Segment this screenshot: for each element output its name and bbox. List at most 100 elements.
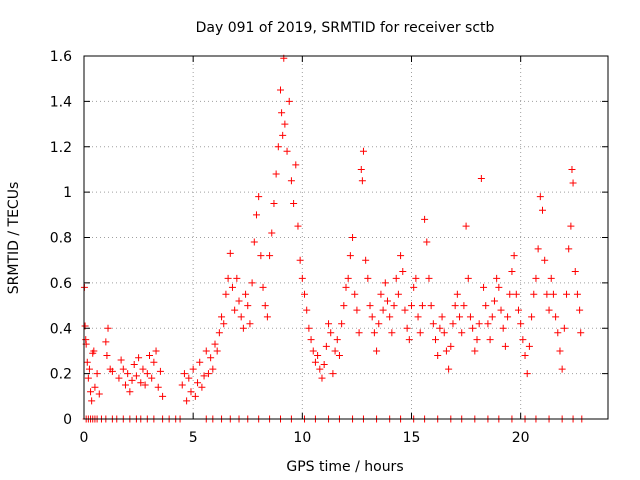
data-point — [539, 206, 546, 214]
data-point — [373, 347, 381, 355]
data-point — [292, 161, 300, 169]
data-point — [266, 252, 274, 260]
data-point — [508, 268, 516, 276]
data-point — [222, 290, 230, 298]
data-point — [429, 320, 437, 328]
data-point — [534, 245, 542, 253]
data-point — [137, 379, 145, 387]
data-point — [108, 367, 116, 375]
y-ticks: 0 0.2 0.4 0.6 0.8 1 1.2 1.4 1.6 — [50, 49, 608, 428]
x-tick-label: 15 — [403, 430, 421, 446]
data-point — [504, 313, 512, 321]
data-point — [103, 351, 111, 359]
y-tick-label: 1.2 — [50, 140, 72, 156]
data-point — [427, 302, 435, 310]
data-point — [573, 290, 581, 298]
data-point — [394, 290, 402, 298]
data-point — [87, 388, 95, 396]
data-point — [381, 279, 389, 287]
data-point — [146, 351, 153, 359]
data-point — [541, 256, 549, 264]
data-point — [567, 222, 575, 230]
data-point — [250, 238, 258, 246]
data-point — [364, 274, 372, 282]
data-point — [309, 347, 317, 355]
data-point — [405, 336, 413, 344]
data-point — [480, 283, 488, 291]
x-tick-label: 10 — [293, 430, 311, 446]
y-tick-label: 0 — [63, 412, 72, 428]
data-point — [148, 374, 156, 382]
data-point — [501, 342, 509, 350]
data-point — [506, 290, 514, 298]
data-point — [436, 324, 444, 332]
data-point — [239, 324, 247, 332]
data-point — [458, 329, 466, 337]
data-point — [528, 313, 536, 321]
data-point — [261, 302, 269, 310]
data-point — [84, 374, 92, 382]
data-point — [270, 199, 278, 207]
data-point — [215, 329, 223, 337]
data-point — [576, 306, 584, 314]
data-point — [342, 283, 350, 291]
data-point — [180, 370, 188, 378]
data-point — [204, 370, 212, 378]
data-point — [547, 274, 555, 282]
data-point — [233, 274, 241, 282]
data-point — [556, 347, 564, 355]
y-tick-label: 0.6 — [50, 276, 72, 292]
data-point — [143, 370, 151, 378]
data-point — [571, 268, 579, 276]
data-point — [119, 365, 127, 373]
data-point — [414, 313, 422, 321]
data-point — [132, 372, 140, 380]
data-point — [333, 336, 341, 344]
data-point — [558, 365, 566, 373]
data-point — [274, 143, 282, 151]
data-point — [207, 354, 215, 362]
data-point — [102, 338, 110, 346]
data-point — [257, 252, 265, 260]
chart-title: Day 091 of 2019, SRMTID for receiver sct… — [196, 20, 495, 36]
data-point — [135, 354, 143, 362]
data-point — [510, 252, 518, 260]
data-point — [213, 347, 221, 355]
data-point — [357, 165, 365, 173]
data-point — [283, 147, 291, 155]
data-point — [194, 379, 202, 387]
data-point — [83, 358, 91, 366]
y-tick-label: 0.4 — [50, 321, 72, 337]
data-point — [552, 313, 560, 321]
data-point — [359, 147, 367, 155]
data-point — [220, 320, 228, 328]
data-point — [386, 313, 394, 321]
data-point — [320, 361, 328, 369]
data-point — [115, 374, 123, 382]
data-point — [358, 177, 366, 185]
data-point — [549, 290, 557, 298]
data-point — [521, 351, 529, 359]
data-point — [519, 336, 527, 344]
data-point — [235, 297, 243, 305]
data-point — [228, 283, 236, 291]
x-ticks: 0 5 10 15 20 — [80, 56, 530, 446]
data-point — [311, 358, 319, 366]
data-point — [355, 329, 363, 337]
data-point — [370, 329, 378, 337]
data-point — [152, 347, 160, 355]
data-point — [447, 342, 455, 350]
data-point — [366, 302, 374, 310]
data-point — [200, 372, 208, 380]
data-point — [442, 347, 450, 355]
data-point — [482, 302, 490, 310]
data-point — [399, 268, 407, 276]
data-point — [91, 383, 99, 391]
data-point — [421, 215, 429, 223]
data-point — [493, 274, 501, 282]
plot-frame — [83, 55, 609, 420]
data-point — [471, 347, 479, 355]
data-point — [154, 383, 162, 391]
data-point — [255, 193, 263, 201]
